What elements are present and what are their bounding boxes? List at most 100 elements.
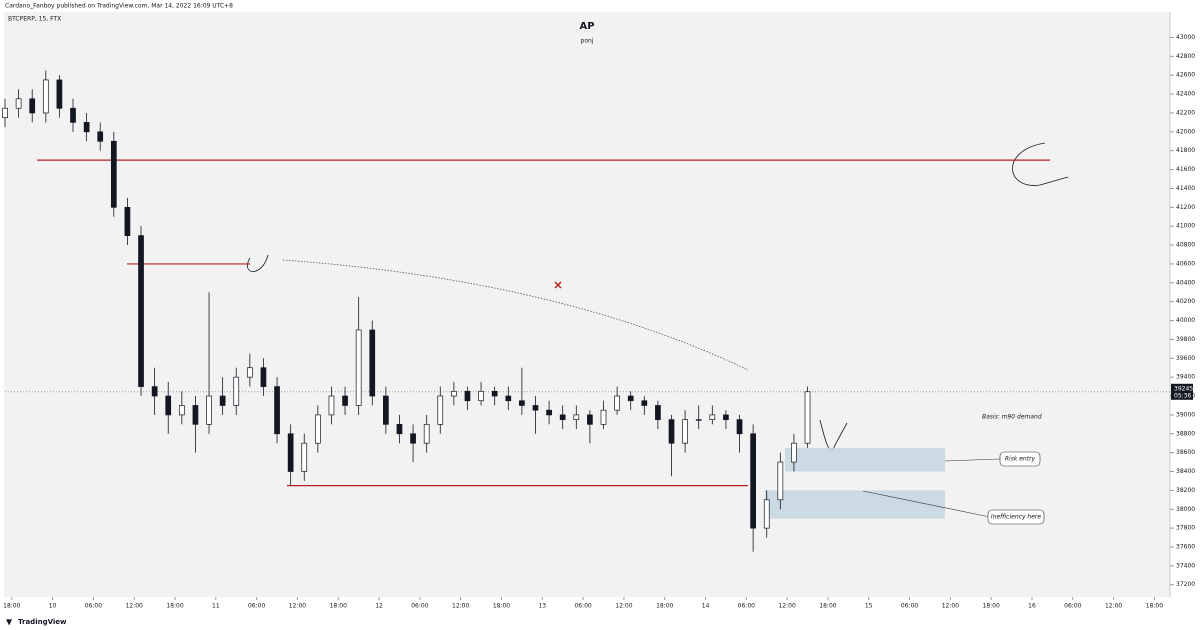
candle-body [546, 409, 552, 416]
candle-body [804, 391, 811, 444]
callout [999, 451, 1041, 467]
y-tick-label: 37400 [1176, 562, 1195, 569]
candle-body [641, 400, 648, 406]
candle-body [763, 499, 770, 529]
x-tick-label: 16 [1028, 603, 1036, 610]
y-tick-label: 40200 [1176, 298, 1195, 305]
candle-body [423, 423, 430, 444]
candle-body [573, 414, 580, 420]
connector [944, 458, 1001, 462]
last-price-box [1171, 383, 1193, 400]
x-tick-label: 06:00 [248, 603, 265, 610]
y-tick-label: 42800 [1176, 53, 1195, 60]
footer: TradingView [18, 618, 67, 626]
freehand-curve [1012, 142, 1069, 186]
zone [765, 490, 945, 519]
candle-body [110, 140, 117, 208]
candle-body [328, 395, 335, 416]
x-tick-label: 18:00 [819, 603, 836, 610]
x-tick-label: 12:00 [942, 603, 959, 610]
candle-body [260, 367, 267, 387]
callout [987, 509, 1045, 525]
y-tick-label: 41400 [1176, 185, 1195, 192]
last-price-label: 39245 [1174, 385, 1193, 392]
annotation: Inefficiency here [991, 514, 1041, 521]
x-tick-label: 15 [865, 603, 873, 610]
x-tick-label: 18:00 [983, 603, 1000, 610]
candle-body [315, 414, 321, 444]
candle-body [709, 414, 716, 420]
x-marker [554, 281, 562, 289]
candle-body [274, 386, 280, 435]
candle-body [301, 442, 308, 472]
x-tick-label: 06:00 [574, 603, 591, 610]
y-tick-label: 38600 [1176, 449, 1195, 456]
candle-body [532, 405, 539, 411]
candle-body [695, 419, 702, 421]
candle-body [355, 329, 362, 406]
candle-body [491, 390, 498, 397]
candle-body [233, 376, 240, 406]
candle-body [206, 395, 212, 425]
candle-body [410, 433, 416, 444]
candle-body [451, 390, 457, 397]
y-tick-label: 38000 [1176, 506, 1195, 513]
candle-body [29, 98, 36, 114]
x-tick-label: 06:00 [85, 603, 102, 610]
candle-body [668, 419, 675, 444]
x-tick-label: 06:00 [411, 603, 428, 610]
x-tick-label: 06:00 [738, 603, 755, 610]
candle-body [138, 235, 144, 387]
x-tick-label: 14 [702, 603, 710, 610]
candle-body [600, 409, 607, 425]
connector [862, 490, 991, 518]
zone [785, 447, 945, 472]
x-tick-label: 06:00 [901, 603, 918, 610]
candle-body [151, 386, 158, 397]
candle-body [124, 206, 131, 236]
x-tick-label: 18:00 [656, 603, 673, 610]
y-tick-label: 38800 [1176, 430, 1195, 437]
x-tick-label: 12:00 [289, 603, 306, 610]
candle-body [736, 419, 743, 435]
chart-subtitle: ponj [581, 38, 594, 45]
y-tick-label: 39000 [1176, 411, 1195, 418]
candle-body [165, 395, 172, 416]
y-tick-label: 37800 [1176, 525, 1195, 532]
candle-body [655, 405, 661, 420]
y-tick-label: 37200 [1176, 581, 1195, 588]
candle-body [192, 405, 199, 425]
x-tick-label: 12 [375, 603, 383, 610]
y-tick-label: 41800 [1176, 147, 1195, 154]
x-tick-label: 18:00 [493, 603, 510, 610]
candle-body [437, 395, 444, 425]
candle-body [478, 390, 484, 402]
candle-body [505, 395, 512, 402]
candle-body [750, 433, 756, 529]
x-tick-label: 18:00 [1146, 603, 1163, 610]
symbol: BTCPERP, 15, FTX [8, 16, 61, 23]
chart-title: AP [579, 21, 594, 32]
candle-body [246, 367, 253, 378]
y-tick-label: 42600 [1176, 72, 1195, 79]
candle-body [15, 98, 22, 109]
x-tick-label: 12:00 [778, 603, 795, 610]
x-tick-label: 12:00 [126, 603, 143, 610]
y-tick-label: 40000 [1176, 317, 1195, 324]
y-tick-label: 40600 [1176, 260, 1195, 267]
y-tick-label: 41200 [1176, 204, 1195, 211]
y-tick-label: 41000 [1176, 223, 1195, 230]
candle-body [627, 395, 634, 402]
candle-body [464, 390, 471, 402]
x-tick-label: 13 [538, 603, 546, 610]
x-tick-label: 11 [212, 603, 220, 610]
x-tick-label: 18:00 [3, 603, 20, 610]
x-tick-label: 10 [49, 603, 57, 610]
candle-body [723, 414, 729, 420]
candle-body [56, 79, 63, 109]
y-tick-label: 38200 [1176, 487, 1195, 494]
candle-body [219, 395, 226, 406]
x-tick-label: 12:00 [1105, 603, 1122, 610]
candle-body [97, 131, 104, 142]
